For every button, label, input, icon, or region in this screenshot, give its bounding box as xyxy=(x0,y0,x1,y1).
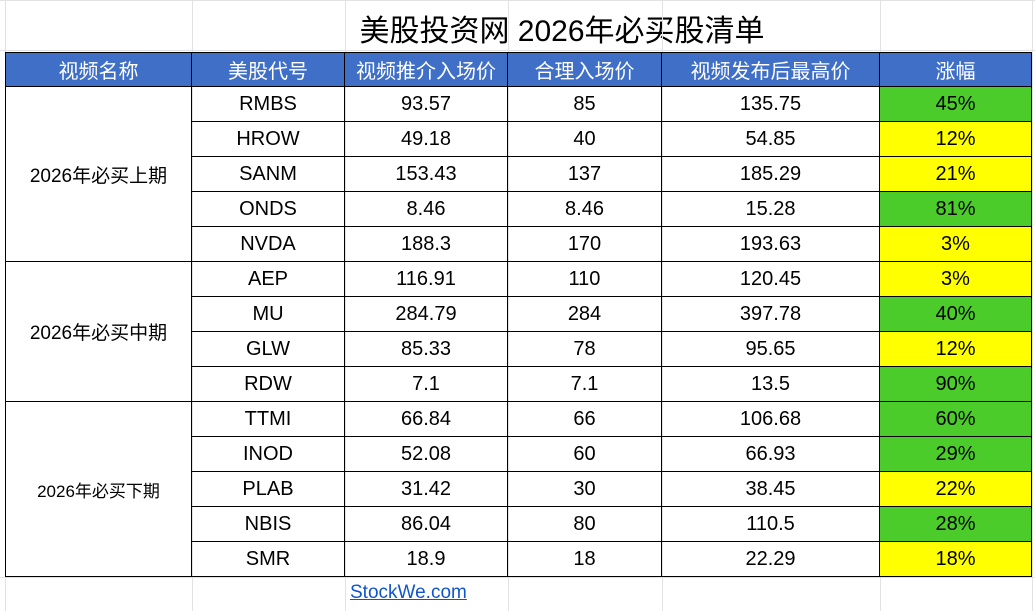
table-cell: INOD xyxy=(192,437,345,472)
table-cell: 54.85 xyxy=(662,122,880,157)
table-cell: 137 xyxy=(508,157,662,192)
table-cell: 81% xyxy=(880,192,1032,227)
table-cell: 284.79 xyxy=(345,297,508,332)
gridline xyxy=(662,0,663,611)
table-cell: 29% xyxy=(880,437,1032,472)
table-cell: 52.08 xyxy=(345,437,508,472)
table-cell: 31.42 xyxy=(345,472,508,507)
table-cell: 153.43 xyxy=(345,157,508,192)
table-cell: 60% xyxy=(880,402,1032,437)
table-cell: 3% xyxy=(880,227,1032,262)
table-cell: 110.5 xyxy=(662,507,880,542)
table-cell: TTMI xyxy=(192,402,345,437)
table-cell: 7.1 xyxy=(508,367,662,402)
table-cell: 8.46 xyxy=(345,192,508,227)
table-cell: 3% xyxy=(880,262,1032,297)
table-cell: 80 xyxy=(508,507,662,542)
group-label: 2026年必买中期 xyxy=(5,262,192,402)
column-header: 视频发布后最高价 xyxy=(662,52,880,87)
table-cell: 110 xyxy=(508,262,662,297)
table-cell: 66.84 xyxy=(345,402,508,437)
table-cell: 66.93 xyxy=(662,437,880,472)
gridline xyxy=(508,0,509,611)
table-cell: RDW xyxy=(192,367,345,402)
table-cell: 22.29 xyxy=(662,542,880,577)
table-cell: 95.65 xyxy=(662,332,880,367)
table-cell: 60 xyxy=(508,437,662,472)
table-cell: 15.28 xyxy=(662,192,880,227)
gridline xyxy=(0,577,1035,578)
table-cell: PLAB xyxy=(192,472,345,507)
table-cell: 106.68 xyxy=(662,402,880,437)
table-cell: GLW xyxy=(192,332,345,367)
table-cell: 18 xyxy=(508,542,662,577)
group-label: 2026年必买下期 xyxy=(5,402,192,577)
table-cell: 40% xyxy=(880,297,1032,332)
table-cell: 85 xyxy=(508,87,662,122)
gridline xyxy=(192,0,193,611)
table-cell: 170 xyxy=(508,227,662,262)
table-cell: AEP xyxy=(192,262,345,297)
table-cell: 30 xyxy=(508,472,662,507)
table-cell: 90% xyxy=(880,367,1032,402)
table-cell: 185.29 xyxy=(662,157,880,192)
table-cell: 45% xyxy=(880,87,1032,122)
column-header: 合理入场价 xyxy=(508,52,662,87)
table-cell: 78 xyxy=(508,332,662,367)
table-cell: 12% xyxy=(880,332,1032,367)
table-cell: 18.9 xyxy=(345,542,508,577)
table-cell: 284 xyxy=(508,297,662,332)
table-cell: 38.45 xyxy=(662,472,880,507)
table-cell: RMBS xyxy=(192,87,345,122)
column-header: 美股代号 xyxy=(192,52,345,87)
table-cell: ONDS xyxy=(192,192,345,227)
table-cell: 397.78 xyxy=(662,297,880,332)
table-cell: NVDA xyxy=(192,227,345,262)
gridline xyxy=(0,50,1035,51)
table-cell: 93.57 xyxy=(345,87,508,122)
table-cell: 12% xyxy=(880,122,1032,157)
table-cell: 188.3 xyxy=(345,227,508,262)
table-cell: 40 xyxy=(508,122,662,157)
table-cell: SMR xyxy=(192,542,345,577)
table-cell: 21% xyxy=(880,157,1032,192)
table-cell: 13.5 xyxy=(662,367,880,402)
table-cell: MU xyxy=(192,297,345,332)
table-cell: SANM xyxy=(192,157,345,192)
table-cell: 18% xyxy=(880,542,1032,577)
column-header: 视频名称 xyxy=(5,52,192,87)
table-cell: 193.63 xyxy=(662,227,880,262)
gridline xyxy=(0,0,1035,1)
table-cell: 22% xyxy=(880,472,1032,507)
table-cell: 86.04 xyxy=(345,507,508,542)
table-cell: NBIS xyxy=(192,507,345,542)
table-cell: 49.18 xyxy=(345,122,508,157)
table-cell: 8.46 xyxy=(508,192,662,227)
table-cell: 7.1 xyxy=(345,367,508,402)
table-cell: 28% xyxy=(880,507,1032,542)
footer-link[interactable]: StockWe.com xyxy=(350,582,467,603)
title: 美股投资网 2026年必买股清单 xyxy=(359,15,765,48)
gridline xyxy=(1032,0,1033,611)
group-label: 2026年必买上期 xyxy=(5,87,192,262)
table-cell: 120.45 xyxy=(662,262,880,297)
table-cell: 135.75 xyxy=(662,87,880,122)
table-cell: HROW xyxy=(192,122,345,157)
column-header: 视频推介入场价 xyxy=(345,52,508,87)
column-header: 涨幅 xyxy=(880,52,1032,87)
table-cell: 66 xyxy=(508,402,662,437)
table-cell: 116.91 xyxy=(345,262,508,297)
table-cell: 85.33 xyxy=(345,332,508,367)
gridline xyxy=(345,0,346,611)
